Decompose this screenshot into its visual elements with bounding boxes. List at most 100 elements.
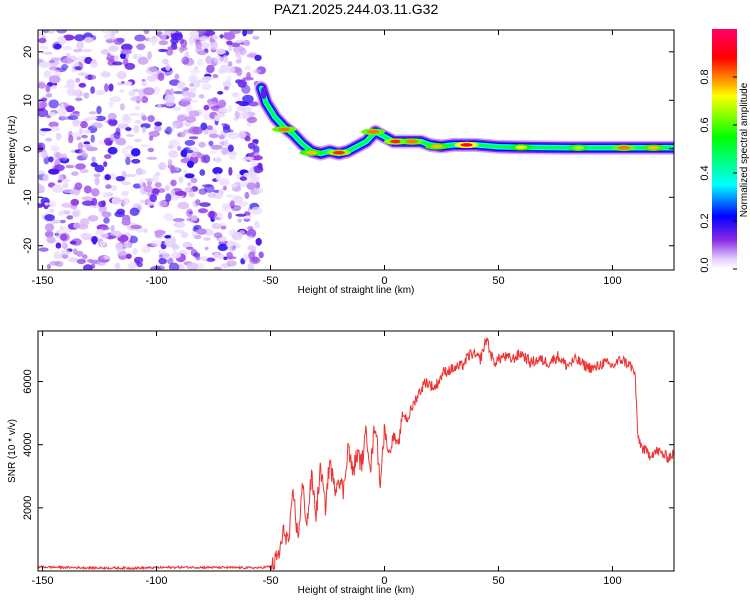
noise-blob bbox=[143, 87, 155, 96]
noise-blob bbox=[76, 258, 86, 265]
noise-blob bbox=[191, 152, 198, 158]
noise-blob bbox=[127, 261, 137, 270]
noise-blob bbox=[107, 146, 118, 155]
noise-blob bbox=[206, 64, 215, 74]
noise-blob bbox=[41, 97, 48, 102]
noise-blob bbox=[94, 164, 105, 173]
noise-blob bbox=[96, 261, 106, 266]
noise-blob bbox=[109, 96, 122, 103]
noise-blob bbox=[255, 181, 261, 190]
noise-blob bbox=[244, 65, 252, 71]
noise-blob bbox=[48, 168, 60, 175]
noise-blob bbox=[62, 210, 71, 215]
noise-blob bbox=[58, 210, 64, 217]
spectrogram-x-ticks: -150 -100 -50 0 50 100 bbox=[32, 30, 622, 287]
noise-blob bbox=[121, 43, 133, 51]
noise-blob bbox=[252, 155, 263, 161]
noise-blob bbox=[188, 126, 200, 135]
noise-blob bbox=[197, 208, 208, 214]
noise-blob bbox=[111, 196, 121, 205]
noise-blob bbox=[237, 218, 243, 223]
signal-hotspot-core bbox=[405, 139, 418, 144]
noise-blob bbox=[242, 215, 252, 220]
noise-blob bbox=[189, 39, 194, 46]
noise-blob bbox=[83, 141, 91, 145]
noise-blob bbox=[44, 223, 55, 232]
noise-blob bbox=[95, 89, 106, 96]
noise-blob bbox=[245, 231, 254, 236]
noise-blob bbox=[112, 61, 123, 66]
signal-hotspot-core bbox=[278, 127, 291, 132]
noise-blob bbox=[80, 120, 88, 129]
noise-blob bbox=[247, 262, 255, 270]
noise-blob bbox=[201, 76, 213, 81]
noise-blob bbox=[57, 179, 62, 183]
noise-blob bbox=[53, 43, 62, 50]
noise-blob bbox=[231, 183, 237, 188]
noise-blob bbox=[39, 46, 49, 50]
noise-blob bbox=[116, 137, 126, 145]
noise-region bbox=[38, 30, 267, 270]
noise-blob bbox=[232, 92, 240, 98]
noise-blob bbox=[69, 240, 77, 245]
noise-blob bbox=[186, 262, 199, 270]
noise-blob bbox=[77, 142, 84, 151]
noise-blob bbox=[244, 191, 250, 200]
noise-blob bbox=[142, 228, 148, 233]
noise-blob bbox=[137, 56, 149, 65]
noise-blob bbox=[114, 262, 121, 270]
noise-blob bbox=[93, 173, 101, 178]
noise-blob bbox=[125, 134, 135, 137]
noise-blob bbox=[228, 245, 236, 252]
noise-blob bbox=[254, 54, 262, 62]
colorbar-tick-label: 0.0 bbox=[699, 257, 711, 272]
noise-blob bbox=[163, 238, 175, 247]
noise-blob bbox=[164, 235, 171, 239]
noise-blob bbox=[71, 67, 76, 73]
noise-blob bbox=[181, 56, 190, 65]
noise-blob bbox=[66, 87, 76, 96]
noise-blob bbox=[218, 99, 226, 109]
noise-blob bbox=[190, 87, 198, 93]
noise-blob bbox=[225, 194, 234, 198]
noise-blob bbox=[116, 208, 125, 215]
y-tick-label: 0 bbox=[22, 146, 34, 152]
noise-blob bbox=[199, 169, 206, 176]
noise-blob bbox=[88, 116, 98, 120]
noise-blob bbox=[238, 130, 247, 139]
noise-blob bbox=[46, 236, 56, 244]
noise-blob bbox=[125, 173, 137, 178]
noise-blob bbox=[235, 100, 245, 105]
noise-blob bbox=[254, 187, 264, 194]
noise-blob bbox=[177, 263, 185, 270]
noise-blob bbox=[235, 59, 242, 64]
noise-blob bbox=[76, 40, 84, 50]
noise-blob bbox=[62, 58, 74, 64]
noise-blob bbox=[167, 45, 179, 51]
chart-title: PAZ1.2025.244.03.11.G32 bbox=[274, 1, 439, 17]
noise-blob bbox=[48, 200, 57, 208]
noise-blob bbox=[210, 144, 223, 150]
noise-blob bbox=[180, 97, 193, 103]
noise-blob bbox=[146, 156, 158, 160]
noise-blob bbox=[217, 113, 226, 118]
noise-blob bbox=[221, 147, 229, 156]
noise-blob bbox=[154, 121, 163, 127]
noise-blob bbox=[219, 34, 224, 39]
noise-blob bbox=[228, 105, 233, 113]
noise-blob bbox=[90, 235, 99, 244]
noise-blob bbox=[96, 105, 102, 115]
noise-blob bbox=[66, 52, 71, 57]
noise-blob bbox=[251, 256, 259, 263]
noise-blob bbox=[144, 177, 154, 182]
signal-hotspot-core bbox=[460, 143, 473, 147]
noise-blob bbox=[226, 251, 234, 260]
noise-blob bbox=[152, 174, 160, 182]
noise-blob bbox=[133, 256, 144, 264]
noise-blob bbox=[67, 83, 76, 89]
spectrogram-xlabel: Height of straight line (km) bbox=[298, 285, 415, 296]
noise-blob bbox=[227, 61, 233, 68]
noise-blob bbox=[242, 30, 248, 37]
signal-hotspot-core bbox=[305, 150, 318, 155]
noise-blob bbox=[224, 138, 229, 148]
